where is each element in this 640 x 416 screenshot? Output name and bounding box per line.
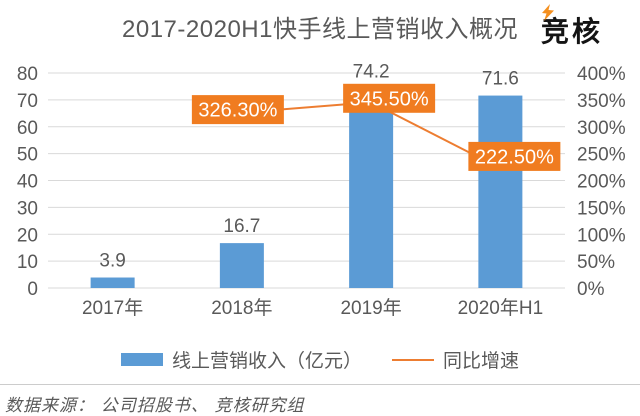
y-axis-left-tick: 70 (17, 91, 38, 112)
y-axis-right-labels: 0% 50% 100% 150% 200% 250% 300% 350% 400% (577, 64, 626, 300)
bar-value-label: 71.6 (482, 69, 519, 90)
chart-svg: 0 10 20 30 40 50 60 70 80 0% 50% 100% 150% 200% 250% 30… (17, 62, 626, 319)
brand-logo: 竞核 (541, 4, 636, 47)
bar-legend-swatch (120, 353, 163, 366)
y-axis-left-tick: 80 (17, 64, 38, 85)
line-legend-label: 同比增速 (443, 351, 520, 372)
bar-value-label: 3.9 (99, 251, 125, 272)
bar-value-label: 74.2 (353, 62, 390, 83)
y-axis-right-tick: 100% (577, 225, 626, 246)
brand-logo-text: 竞核 (541, 16, 604, 47)
bar-legend-label: 线上营销收入（亿元） (171, 351, 362, 372)
data-source-note: 数据来源： 公司招股书、 竞核研究组 (5, 396, 305, 415)
line-legend-swatch (392, 358, 434, 361)
y-axis-right-tick: 350% (577, 91, 626, 112)
revenue-bars (90, 88, 523, 289)
growth-point-labels: 326.30% 345.50% 222.50% (191, 83, 561, 171)
growth-label-box (468, 141, 561, 171)
x-axis-label: 2020年H1 (458, 297, 544, 319)
y-axis-right-tick: 50% (577, 252, 615, 273)
y-axis-right-tick: 250% (577, 145, 626, 166)
y-axis-right-tick: 150% (577, 198, 626, 219)
bar-value-labels: 3.9 16.7 74.2 71.6 (99, 62, 518, 272)
bar-value-label: 16.7 (223, 216, 260, 237)
x-axis-labels: 2017年 2018年 2019年 2020年H1 (82, 297, 543, 319)
revenue-bar (90, 277, 135, 288)
y-axis-left-tick: 20 (17, 225, 38, 246)
legend-item-revenue: 线上营销收入（亿元） (120, 346, 362, 373)
x-axis-label: 2019年 (340, 297, 401, 319)
growth-label-box (343, 83, 436, 113)
growth-label-box (191, 95, 284, 125)
y-axis-left-tick: 50 (17, 145, 38, 166)
y-axis-left-labels: 0 10 20 30 40 50 60 70 80 (17, 64, 38, 300)
growth-label-text: 345.50% (350, 88, 429, 110)
chart-legend: 线上营销收入（亿元） 同比增速 (0, 346, 640, 373)
y-axis-right-tick: 200% (577, 172, 626, 193)
lightning-icon (542, 4, 554, 21)
legend-item-growth: 同比增速 (392, 346, 519, 373)
y-axis-right-tick: 300% (577, 118, 626, 139)
y-axis-left-tick: 40 (17, 172, 38, 193)
growth-label-text: 326.30% (198, 100, 277, 122)
revenue-bar (219, 243, 264, 288)
y-axis-left-tick: 30 (17, 198, 38, 219)
x-axis-label: 2017年 (82, 297, 143, 319)
y-axis-left-tick: 0 (27, 279, 38, 300)
revenue-bar (478, 95, 523, 288)
chart-title: 2017-2020H1快手线上营销收入概况 (122, 16, 518, 43)
y-axis-left-tick: 60 (17, 118, 38, 139)
footer-divider (0, 384, 640, 385)
y-axis-right-tick: 0% (577, 279, 605, 300)
growth-label-text: 222.50% (475, 146, 554, 168)
revenue-bar (349, 88, 394, 289)
y-axis-right-tick: 400% (577, 64, 626, 85)
x-axis-label: 2018年 (211, 297, 272, 319)
y-axis-left-tick: 10 (17, 252, 38, 273)
